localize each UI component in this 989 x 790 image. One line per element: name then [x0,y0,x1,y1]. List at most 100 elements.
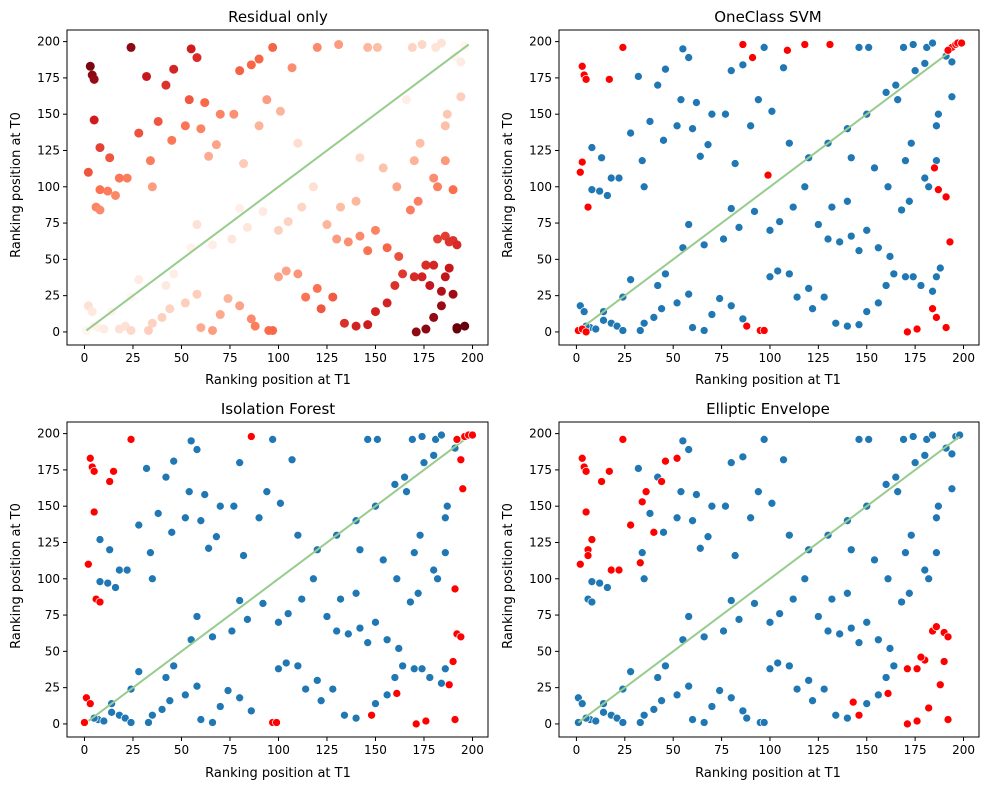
outlier-point [468,430,477,440]
inlier-point [703,140,713,150]
inlier-point [312,676,322,685]
x-tick-label: 175 [904,743,927,757]
outlier-point [637,497,647,507]
inlier-point [442,501,452,511]
scatter-point [297,202,307,212]
inlier-point [928,38,937,48]
inlier-point [148,710,157,720]
inlier-point [819,292,829,302]
diagonal-line [85,435,470,724]
inlier-point [767,498,777,508]
outlier-point [783,45,792,55]
scatter-point [448,185,458,195]
scatter-point [215,310,225,320]
outlier-point [421,716,431,726]
inlier-point [843,321,852,331]
panel-title: Isolation Forest [221,400,335,418]
inlier-point [371,699,380,708]
inlier-point [417,432,427,441]
inlier-point [864,43,874,52]
scatter-point [392,182,402,192]
outlier-point [672,453,682,463]
inlier-point [688,323,697,332]
inlier-point [862,699,872,708]
inlier-point [932,272,941,282]
inlier-point [730,551,740,560]
inlier-point [657,304,666,314]
scatter-point [283,217,293,227]
inlier-point [212,532,221,542]
scatter-point [417,272,427,282]
x-tick-label: 150 [364,351,387,365]
scatter-point [372,42,382,52]
inlier-point [862,617,872,627]
outlier-point [618,43,628,52]
scatter-point [204,151,214,161]
inlier-point [823,626,833,636]
inlier-point [351,588,361,598]
inlier-point [854,638,864,647]
scatter-point [235,301,245,311]
scatter-point [196,323,206,333]
inlier-point [932,548,941,557]
inlier-point [577,699,587,708]
inlier-point [254,513,264,523]
inlier-point [738,314,748,324]
inlier-point [649,705,659,714]
inlier-point [754,95,763,105]
inlier-point [765,617,775,627]
inlier-point [719,234,728,244]
scatter-point [417,40,427,50]
outlier-point [916,652,926,662]
scatter-point [460,321,470,331]
inlier-point [899,435,908,444]
y-tick-label: 150 [529,107,552,121]
inlier-point [340,710,349,720]
y-tick-label: 125 [37,143,60,157]
inlier-point [390,480,400,489]
scatter-point [293,138,303,148]
inlier-point [431,435,440,444]
inlier-point [115,565,124,575]
inlier-point [111,583,120,592]
inlier-point [808,696,817,706]
inlier-point [726,693,736,703]
outlier-point [912,664,922,674]
scatter-point [328,292,338,302]
x-tick-label: 125 [807,743,830,757]
inlier-point [153,509,163,518]
inlier-point [192,445,202,454]
inlier-point [373,435,382,444]
inlier-point [854,43,864,52]
x-tick-label: 50 [666,351,681,365]
outlier-point [661,456,670,466]
y-axis-label: Ranking position at T0 [9,503,24,649]
y-tick-label: 0 [52,717,60,731]
inlier-point [827,202,837,212]
outlier-point [912,716,922,726]
outlier-point [657,477,666,486]
outlier-point [939,657,949,666]
inlier-point [831,318,841,328]
inlier-point [703,532,713,542]
inlier-point [398,661,407,671]
inlier-point [883,574,893,584]
y-tick-label: 125 [37,535,60,549]
scatter-point [370,307,380,317]
inlier-point [904,588,914,598]
inlier-point [885,644,895,653]
inlier-point [754,487,763,497]
inlier-point [659,527,668,537]
scatter-point [351,321,361,331]
x-tick-label: 100 [759,743,782,757]
outlier-point [577,61,587,71]
inlier-point [316,696,326,706]
x-tick-label: 25 [125,351,140,365]
diagonal-line [85,43,470,332]
outlier-point [934,185,943,195]
inlier-point [382,635,392,645]
outlier-point [597,477,606,486]
outlier-point [458,484,468,494]
outlier-point [606,565,616,575]
scatter-point [448,289,458,299]
